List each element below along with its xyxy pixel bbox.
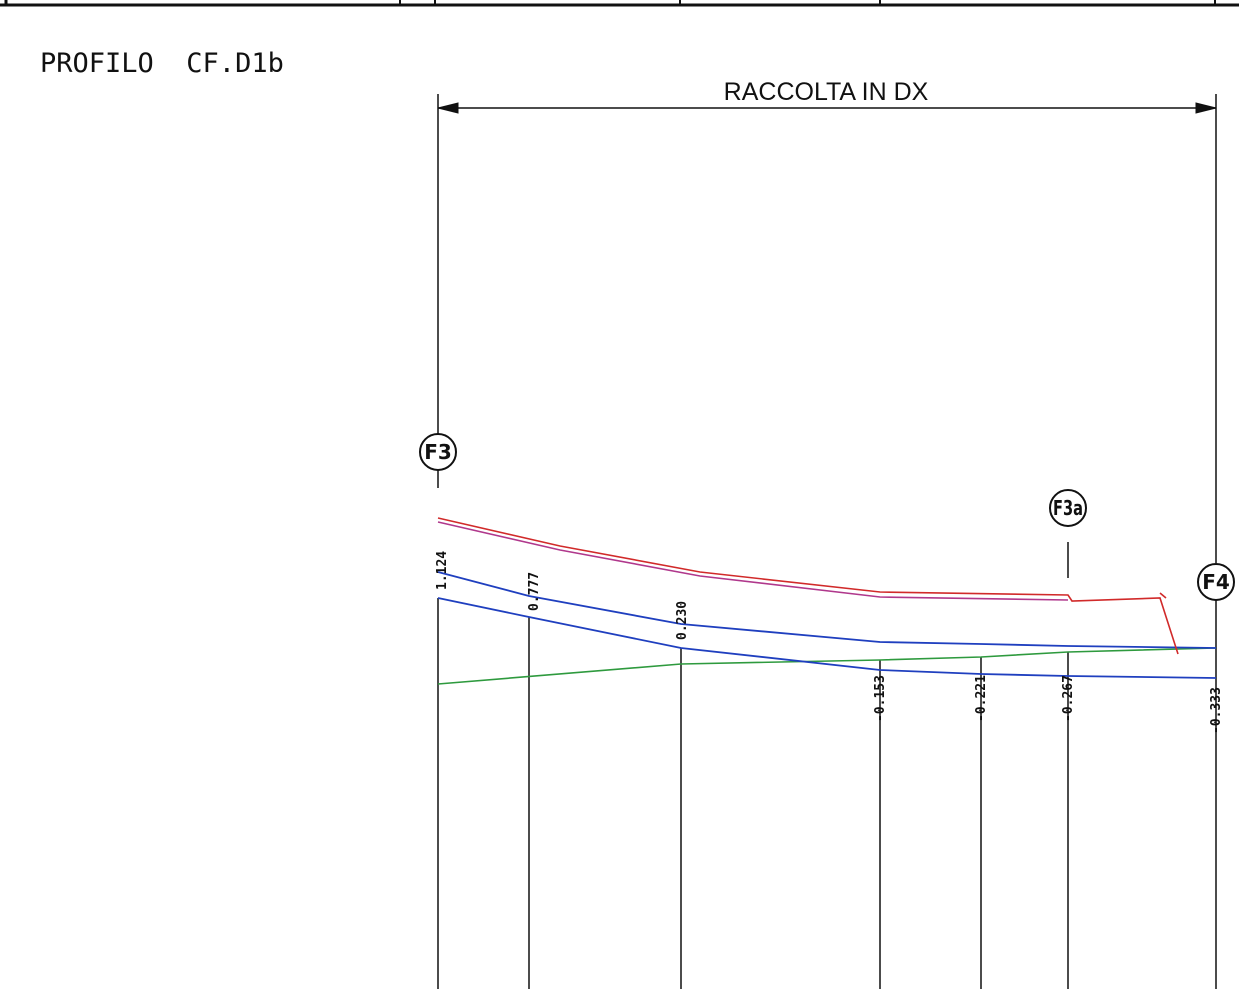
section-values: 1.124 0.777 0.230 -0.153 -0.221 -0.267 -… <box>435 551 1224 734</box>
channel-bottom-line <box>437 597 1217 679</box>
marker-f3-label: F3 <box>424 440 452 464</box>
section-value: 0.777 <box>527 572 542 611</box>
terrain-line-red <box>437 517 1179 655</box>
dimension-line <box>437 102 1217 114</box>
section-value: 1.124 <box>435 551 450 590</box>
section-value: -0.267 <box>1061 675 1076 722</box>
marker-f4-label: F4 <box>1202 570 1230 594</box>
marker-f3a: F3a <box>1049 489 1087 527</box>
terrain-step <box>1159 592 1167 599</box>
dimension-label: RACCOLTA IN DX <box>724 78 929 106</box>
section-value: -0.153 <box>873 675 888 722</box>
profile-title: PROFILO CF.D1b <box>40 48 284 79</box>
section-value: -0.333 <box>1209 687 1224 734</box>
section-value: -0.221 <box>974 675 989 722</box>
marker-f3: F3 <box>419 433 457 471</box>
ground-line <box>437 647 1217 685</box>
channel-top-line <box>437 571 1217 649</box>
terrain-line-pink <box>437 521 1069 601</box>
title-block-border <box>0 0 1239 7</box>
marker-f4: F4 <box>1197 563 1235 601</box>
chainage-lines <box>437 94 1217 989</box>
marker-f3a-label: F3a <box>1053 496 1083 520</box>
section-value: 0.230 <box>675 601 690 640</box>
